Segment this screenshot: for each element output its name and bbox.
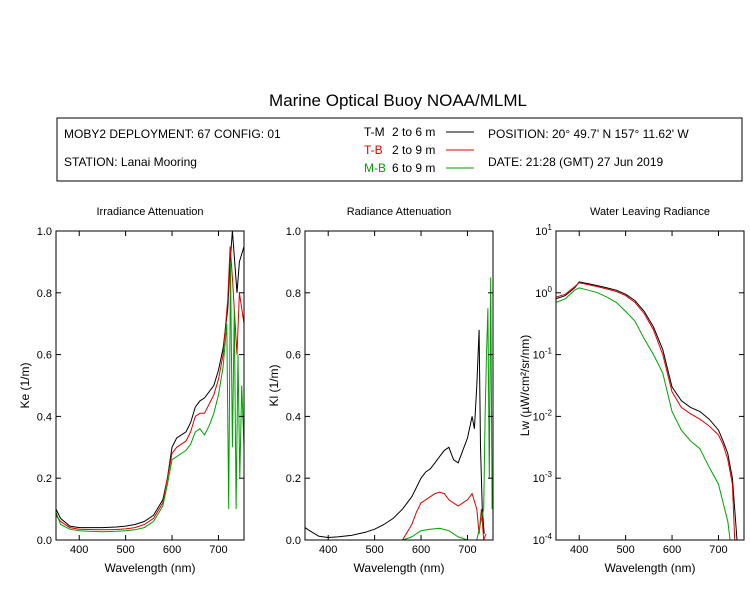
plot-frame [555, 230, 745, 541]
legend-code: M-B [364, 161, 386, 175]
series-line-t-m [56, 231, 244, 529]
station-text: STATION: Lanai Mooring [64, 155, 197, 169]
x-axis-label: Wavelength (nm) [354, 561, 445, 575]
y-tick-label: 0.4 [286, 411, 301, 423]
position-text: POSITION: 20° 49.7' N 157° 11.62' W [488, 127, 689, 141]
legend-range: 6 to 9 m [392, 161, 435, 175]
chart-panel-3: 400 500 600 700 10-4 10-3 10-2 10-1 100 101 Water … [518, 206, 745, 575]
y-tick-label: 101 [535, 223, 552, 238]
y-tick-label: 100 [535, 285, 552, 300]
legend-entry-mb: M-B 6 to 9 m [364, 161, 474, 175]
series-line-m-b [402, 277, 493, 540]
plot-frame [55, 230, 245, 541]
x-tick-label: 400 [570, 544, 588, 556]
x-tick-label: 700 [209, 544, 227, 556]
y-tick-label: 10-4 [533, 532, 553, 547]
panel-title: Radiance Attenuation [347, 206, 452, 218]
x-tick-label: 600 [163, 544, 181, 556]
series-line-t-b [402, 491, 487, 540]
chart-panels: 400 500 600 700 0.0 0.2 0.4 0.6 0.8 1.0 Irradiance… [18, 206, 745, 575]
y-tick-label: 0.8 [286, 288, 301, 300]
series-line-m-b [556, 287, 731, 540]
x-tick-label: 500 [616, 544, 634, 556]
legend-range: 2 to 9 m [392, 143, 435, 157]
figure-title: Marine Optical Buoy NOAA/MLML [269, 91, 527, 110]
legend-entry-tm: T-M 2 to 6 m [364, 125, 474, 139]
x-tick-label: 600 [663, 544, 681, 556]
x-axis-label: Wavelength (nm) [605, 561, 696, 575]
x-tick-label: 500 [365, 544, 383, 556]
legend: T-M 2 to 6 m T-B 2 to 9 m M-B 6 to 9 m [364, 125, 474, 175]
x-tick-label: 400 [319, 544, 337, 556]
y-tick-label: 0.0 [37, 535, 52, 547]
info-box [56, 117, 743, 182]
x-tick-label: 700 [458, 544, 476, 556]
chart-panel-1: 400 500 600 700 0.0 0.2 0.4 0.6 0.8 1.0 Irradiance… [18, 206, 245, 575]
chart-panel-2: 400 500 600 700 0.0 0.2 0.4 0.6 0.8 1.0 Radiance A… [267, 206, 494, 575]
y-tick-label: 0.0 [286, 535, 301, 547]
series-line-t-m [556, 281, 738, 540]
series-line-t-b [556, 282, 736, 540]
y-tick-label: 0.8 [37, 288, 52, 300]
y-tick-label: 0.2 [37, 473, 52, 485]
legend-entry-tb: T-B 2 to 9 m [364, 143, 474, 157]
y-tick-label: 0.2 [286, 473, 301, 485]
series-line-m-b [56, 261, 244, 533]
y-tick-label: 0.4 [37, 411, 52, 423]
y-tick-label: 10-2 [533, 408, 553, 423]
y-axis-label: Lw (µW/cm²/sr/nm) [518, 335, 532, 437]
series-line-t-m [305, 329, 485, 539]
x-tick-label: 700 [709, 544, 727, 556]
y-axis-label: Ke (1/m) [18, 362, 32, 408]
x-tick-label: 500 [116, 544, 134, 556]
legend-code: T-M [364, 125, 385, 139]
series-line-t-b [56, 246, 244, 531]
x-tick-label: 600 [412, 544, 430, 556]
x-tick-label: 400 [70, 544, 88, 556]
date-text: DATE: 21:28 (GMT) 27 Jun 2019 [488, 155, 664, 169]
panel-title: Irradiance Attenuation [96, 206, 203, 218]
legend-range: 2 to 6 m [392, 125, 435, 139]
y-axis-label: Kl (1/m) [267, 364, 281, 406]
y-tick-label: 10-3 [533, 470, 553, 485]
panel-title: Water Leaving Radiance [590, 206, 710, 218]
y-tick-label: 1.0 [37, 226, 52, 238]
y-tick-label: 0.6 [286, 350, 301, 362]
plot-frame [304, 230, 494, 541]
x-axis-label: Wavelength (nm) [105, 561, 196, 575]
deployment-text: MOBY2 DEPLOYMENT: 67 CONFIG: 01 [64, 127, 281, 141]
y-tick-label: 0.6 [37, 350, 52, 362]
legend-code: T-B [364, 143, 383, 157]
y-tick-label: 1.0 [286, 226, 301, 238]
y-tick-label: 10-1 [533, 347, 553, 362]
